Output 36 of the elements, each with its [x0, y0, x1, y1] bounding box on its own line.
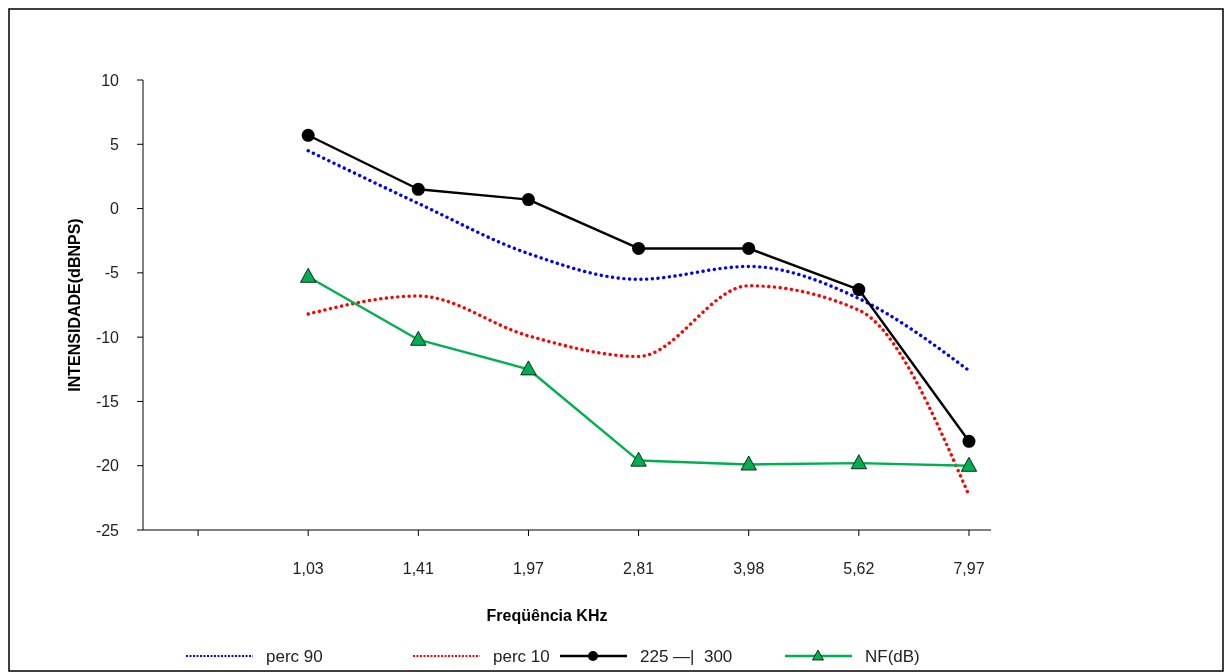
- x-tick-label: 3,98: [733, 560, 765, 577]
- y-tick-label: 5: [110, 135, 120, 153]
- y-tick-label: -15: [95, 393, 120, 411]
- point: [742, 241, 756, 255]
- y-tick-label: 0: [110, 200, 120, 218]
- point: [740, 455, 757, 471]
- point: [962, 434, 976, 448]
- point: [301, 128, 315, 142]
- x-tick-label: 1,03: [292, 560, 324, 577]
- legend-label: 225 —| 300: [640, 646, 733, 666]
- y-tick-label: -10: [95, 328, 120, 346]
- point: [960, 456, 978, 472]
- point: [852, 283, 866, 297]
- legend-label: perc 10: [493, 646, 550, 666]
- line-series: [306, 149, 971, 373]
- point: [630, 451, 647, 467]
- x-tick-label: 7,97: [953, 560, 985, 577]
- y-tick-label: 10: [101, 71, 120, 89]
- legend-label: perc 90: [266, 646, 323, 666]
- point: [850, 454, 867, 470]
- point: [300, 267, 317, 283]
- y-axis-title: INTENSIDADE(dBNPS): [66, 218, 83, 392]
- legend-label: NF(dB): [865, 646, 920, 666]
- point: [411, 182, 425, 196]
- point: [521, 193, 535, 207]
- y-tick-label: -5: [104, 264, 120, 282]
- y-tick-label: -25: [95, 521, 120, 539]
- point: [632, 241, 646, 255]
- x-tick-label: 2,81: [623, 560, 655, 577]
- point: [520, 360, 537, 376]
- x-tick-label: 1,97: [512, 560, 545, 577]
- x-tick-label: 5,62: [843, 560, 875, 577]
- point: [410, 330, 427, 346]
- y-tick-label: -20: [95, 457, 120, 475]
- x-tick-label: 1,41: [402, 560, 434, 577]
- x-axis-title: Freqüência KHz: [486, 607, 608, 624]
